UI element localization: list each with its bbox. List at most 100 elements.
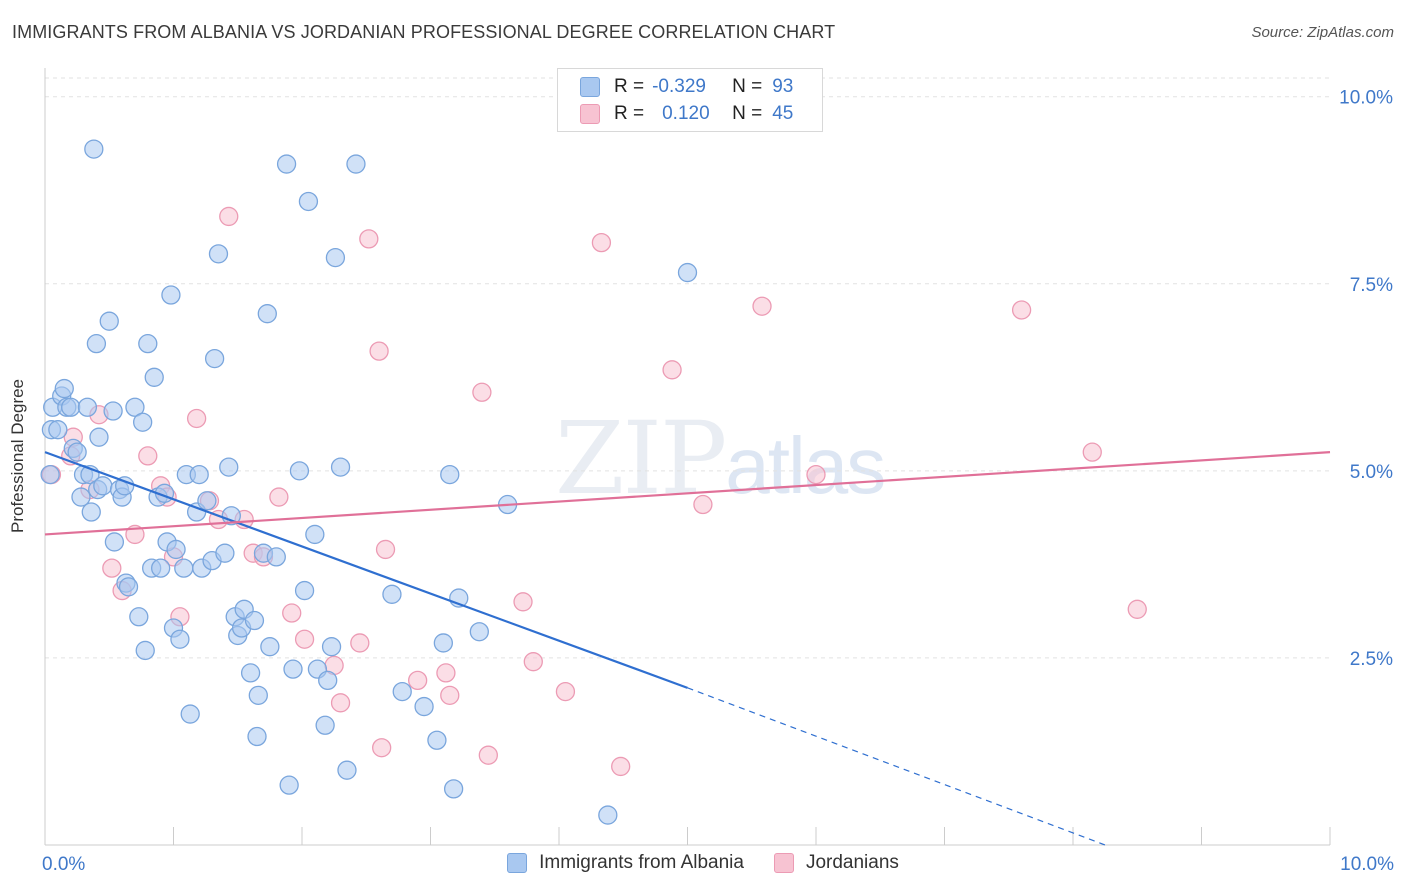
point-albania — [392, 681, 412, 702]
swatch-jordanians — [580, 104, 600, 124]
point-albania — [104, 532, 125, 552]
point-jordanians — [359, 229, 379, 249]
point-albania — [440, 464, 460, 485]
point-albania — [125, 397, 145, 417]
tick-labels: 2.5% 5.0% 7.5% 10.0% 0.0% 10.0% — [42, 88, 1394, 875]
point-jordanians — [219, 206, 239, 227]
point-albania — [144, 367, 164, 387]
point-albania — [325, 247, 346, 268]
stats-row-albania: R = -0.329 N = 93 — [580, 75, 793, 99]
point-albania — [81, 502, 101, 522]
r-label: R = — [614, 76, 645, 97]
point-albania — [133, 412, 153, 432]
point-albania — [260, 637, 280, 657]
point-albania — [150, 558, 171, 578]
point-albania — [174, 558, 194, 578]
trend-line-jordanians — [44, 451, 1331, 536]
point-albania — [294, 580, 315, 601]
point-jordanians — [269, 487, 289, 507]
point-albania — [197, 491, 217, 511]
point-albania — [48, 420, 68, 440]
point-jordanians — [440, 685, 460, 705]
series-albania — [40, 139, 698, 825]
point-albania — [276, 154, 297, 174]
point-jordanians — [693, 494, 713, 515]
point-jordanians — [513, 592, 533, 612]
point-albania — [93, 476, 113, 496]
point-albania — [382, 584, 402, 604]
point-jordanians — [294, 629, 315, 649]
point-jordanians — [752, 296, 772, 316]
point-jordanians — [662, 360, 682, 380]
r-value: 0.120 — [662, 103, 710, 124]
point-jordanians — [1011, 300, 1032, 320]
n-label: N = — [732, 76, 763, 97]
trend-lines — [44, 451, 1331, 846]
legend-swatch-jordanians — [773, 853, 794, 873]
point-jordanians — [611, 756, 631, 777]
point-albania — [135, 640, 155, 661]
point-albania — [204, 348, 225, 369]
y-tick-label: 2.5% — [1350, 649, 1393, 670]
point-albania — [61, 397, 81, 417]
point-albania — [257, 304, 277, 324]
stats-row-jordanians: R = 0.120 N = 45 — [580, 102, 793, 126]
point-jordanians — [407, 670, 428, 691]
point-albania — [330, 457, 351, 477]
point-albania — [677, 262, 698, 283]
r-label: R = — [614, 103, 645, 124]
point-jordanians — [1082, 442, 1102, 462]
point-albania — [89, 427, 109, 447]
gridlines — [45, 77, 1330, 659]
x-tick-label: 0.0% — [42, 854, 85, 875]
point-albania — [54, 378, 74, 399]
point-albania — [161, 285, 181, 305]
point-albania — [443, 779, 464, 799]
y-axis-title: Professional Degree — [8, 378, 27, 534]
point-albania — [279, 775, 299, 795]
point-albania — [469, 622, 489, 642]
trend-line-albania-extension — [687, 687, 1106, 846]
point-albania — [170, 629, 190, 649]
point-albania — [189, 464, 209, 485]
legend-item-jordanians[interactable]: Jordanians — [773, 852, 899, 874]
point-albania — [71, 487, 91, 507]
point-jordanians — [186, 408, 207, 429]
point-jordanians — [375, 539, 396, 560]
point-jordanians — [372, 738, 392, 758]
point-jordanians — [472, 382, 492, 402]
swatch-albania — [580, 77, 600, 97]
point-jordanians — [436, 663, 456, 683]
point-albania — [99, 311, 119, 331]
point-albania — [266, 547, 286, 567]
trend-line-albania — [44, 451, 688, 689]
legend-label-albania: Immigrants from Albania — [539, 852, 744, 873]
point-albania — [247, 726, 267, 747]
axes — [44, 68, 1331, 846]
legend-item-albania[interactable]: Immigrants from Albania — [507, 852, 744, 874]
point-albania — [103, 401, 123, 421]
n-label: N = — [732, 103, 763, 124]
source-label: Source: ZipAtlas.com — [1251, 24, 1394, 41]
x-tick-label: 10.0% — [1340, 854, 1394, 875]
point-albania — [215, 543, 235, 563]
point-albania — [283, 659, 303, 679]
legend-label-jordanians: Jordanians — [805, 852, 899, 873]
point-jordanians — [523, 652, 543, 672]
y-tick-label: 5.0% — [1350, 462, 1393, 483]
point-jordanians — [1127, 599, 1147, 619]
point-albania — [318, 670, 338, 691]
point-albania — [240, 663, 261, 683]
point-albania — [244, 610, 265, 631]
point-albania — [208, 244, 229, 264]
point-albania — [433, 633, 454, 653]
point-albania — [138, 333, 158, 354]
point-jordanians — [591, 232, 612, 253]
y-tick-label: 7.5% — [1350, 275, 1393, 296]
point-albania — [298, 191, 319, 212]
point-albania — [414, 696, 434, 717]
point-albania — [219, 457, 239, 477]
stats-legend: R = -0.329 N = 93 R = 0.120 N = 45 — [557, 68, 823, 132]
point-jordanians — [806, 464, 826, 485]
